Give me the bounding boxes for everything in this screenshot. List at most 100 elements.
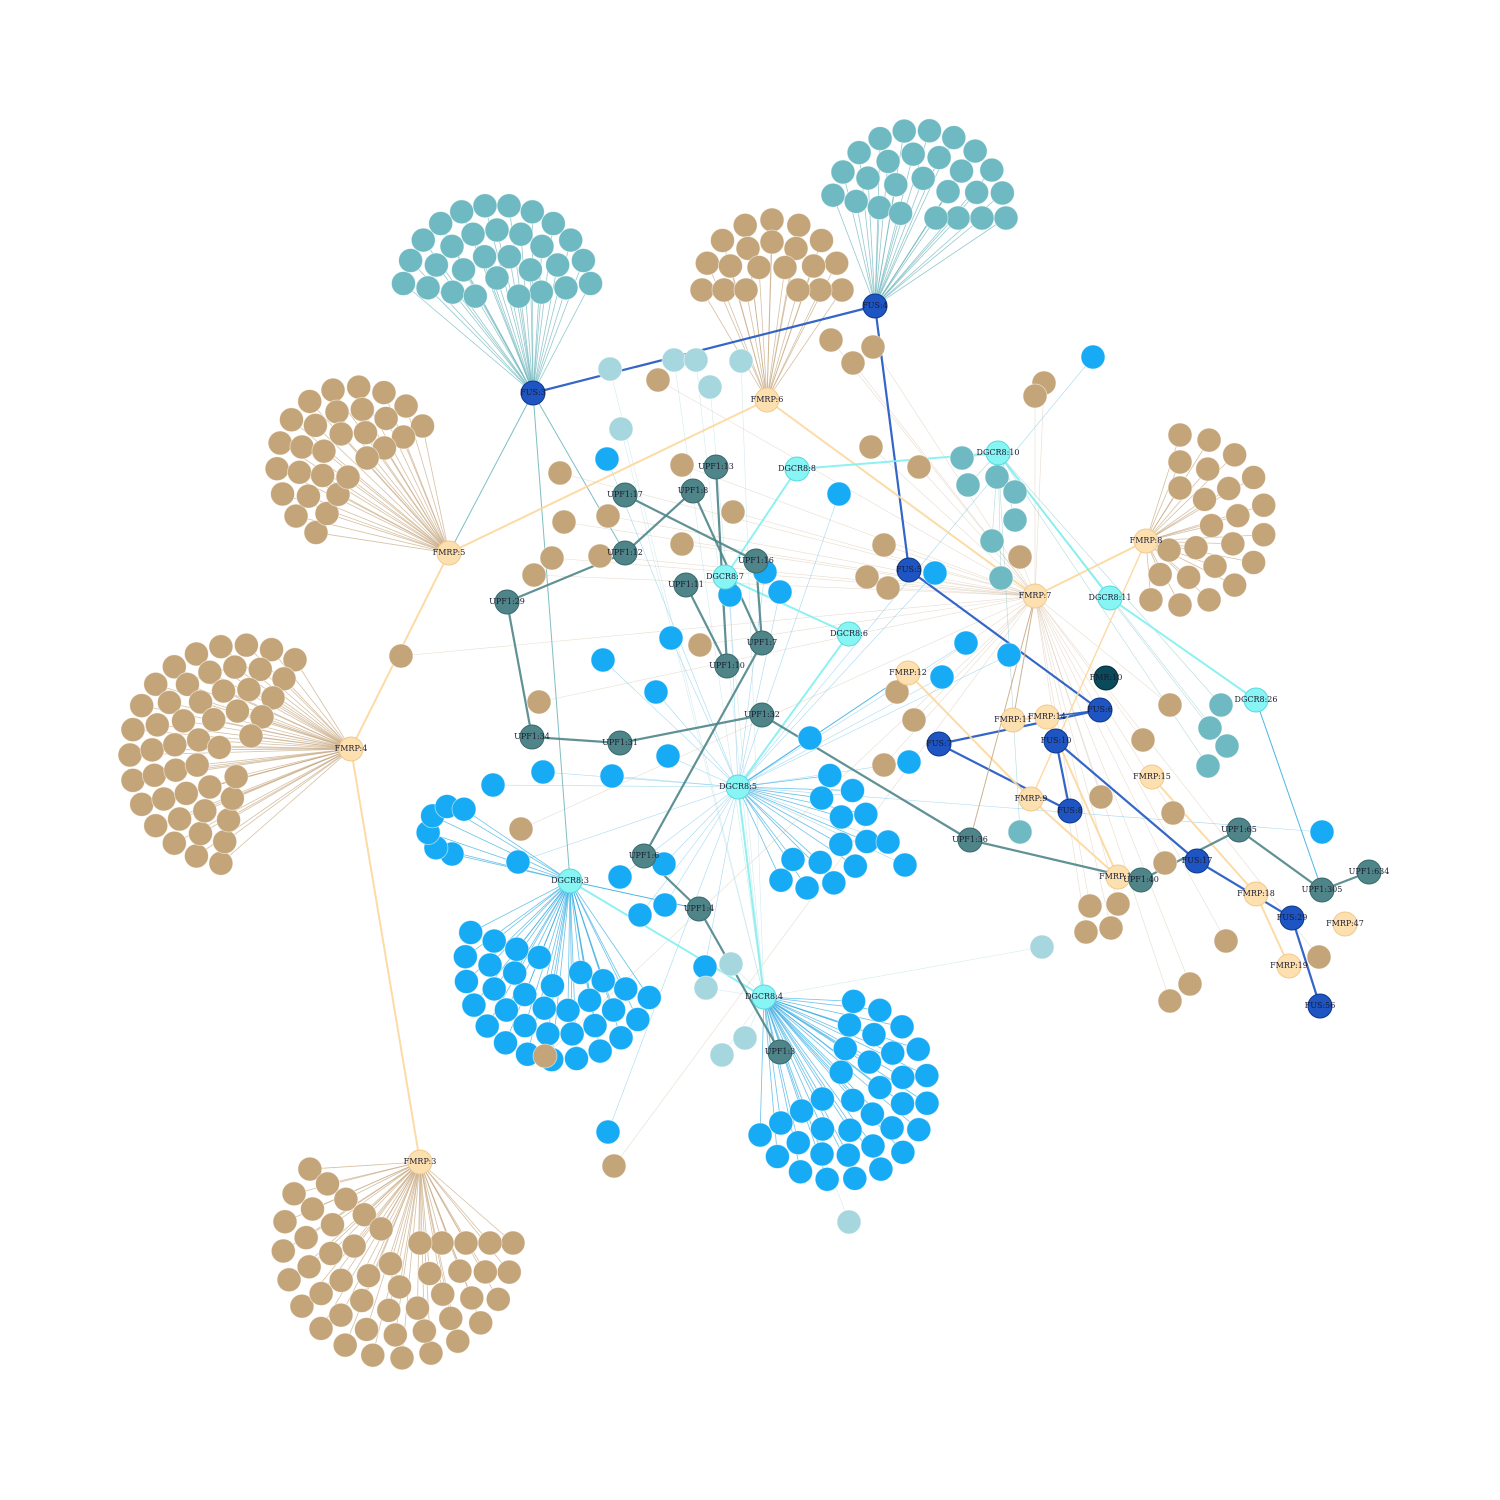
leaf-node[interactable] bbox=[328, 1267, 354, 1293]
leaf-node[interactable] bbox=[733, 277, 759, 303]
leaf-node[interactable] bbox=[810, 1116, 835, 1142]
leaf-node[interactable] bbox=[1077, 893, 1103, 919]
leaf-node[interactable] bbox=[867, 997, 893, 1023]
leaf-node[interactable] bbox=[553, 275, 579, 301]
leaf-node[interactable] bbox=[373, 406, 399, 431]
leaf-node[interactable] bbox=[271, 666, 297, 692]
leaf-node[interactable] bbox=[376, 1297, 402, 1323]
leaf-node[interactable] bbox=[341, 1233, 367, 1259]
leaf-node[interactable] bbox=[283, 503, 309, 529]
hub-node[interactable]: DGCR8:4 bbox=[745, 984, 783, 1010]
leaf-node[interactable] bbox=[558, 227, 584, 253]
hub-circle[interactable] bbox=[749, 702, 775, 728]
leaf-node[interactable] bbox=[993, 205, 1019, 231]
leaf-node[interactable] bbox=[809, 228, 834, 253]
leaf-node[interactable] bbox=[410, 413, 435, 439]
leaf-node[interactable] bbox=[451, 257, 476, 283]
hub-node[interactable]: FMRP:47 bbox=[1326, 911, 1364, 937]
leaf-node[interactable] bbox=[1241, 550, 1267, 575]
leaf-node[interactable] bbox=[890, 1139, 916, 1165]
leaf-node[interactable] bbox=[459, 1285, 485, 1311]
leaf-node[interactable] bbox=[129, 791, 155, 817]
hub-node[interactable]: FUS:8 bbox=[1057, 798, 1083, 824]
leaf-node[interactable] bbox=[328, 421, 354, 447]
leaf-node[interactable] bbox=[1160, 800, 1186, 826]
leaf-node[interactable] bbox=[493, 1030, 518, 1056]
leaf-node[interactable] bbox=[438, 1305, 464, 1331]
leaf-node[interactable] bbox=[889, 1014, 915, 1040]
hub-circle[interactable] bbox=[631, 843, 657, 869]
hub-node[interactable]: UPF1:29 bbox=[489, 589, 525, 615]
leaf-node[interactable] bbox=[429, 1230, 455, 1256]
hub-node[interactable]: FUS:56 bbox=[1305, 993, 1336, 1019]
leaf-node[interactable] bbox=[636, 985, 662, 1010]
leaf-node[interactable] bbox=[1002, 507, 1028, 533]
leaf-node[interactable] bbox=[861, 1022, 887, 1048]
leaf-node[interactable] bbox=[1007, 544, 1033, 570]
hub-circle[interactable] bbox=[519, 724, 545, 750]
leaf-node[interactable] bbox=[1195, 456, 1221, 482]
hub-circle[interactable] bbox=[673, 572, 699, 598]
leaf-node[interactable] bbox=[405, 1295, 430, 1321]
leaf-node[interactable] bbox=[840, 350, 866, 376]
leaf-node[interactable] bbox=[1220, 531, 1246, 557]
leaf-node[interactable] bbox=[836, 1209, 862, 1235]
leaf-node[interactable] bbox=[625, 1007, 651, 1032]
leaf-node[interactable] bbox=[555, 997, 581, 1023]
hub-circle[interactable] bbox=[1128, 867, 1154, 893]
leaf-node[interactable] bbox=[188, 821, 213, 847]
hub-circle[interactable] bbox=[767, 1039, 793, 1065]
leaf-node[interactable] bbox=[477, 1230, 503, 1256]
leaf-node[interactable] bbox=[391, 424, 416, 450]
leaf-node[interactable] bbox=[608, 416, 634, 442]
leaf-node[interactable] bbox=[818, 327, 844, 353]
leaf-node[interactable] bbox=[783, 236, 809, 261]
leaf-node[interactable] bbox=[236, 677, 262, 703]
leaf-node[interactable] bbox=[607, 864, 633, 890]
leaf-node[interactable] bbox=[1195, 753, 1221, 779]
leaf-node[interactable] bbox=[157, 690, 182, 715]
leaf-node[interactable] bbox=[445, 1328, 471, 1354]
leaf-node[interactable] bbox=[858, 434, 884, 460]
leaf-node[interactable] bbox=[917, 118, 942, 144]
leaf-node[interactable] bbox=[955, 472, 981, 498]
leaf-node[interactable] bbox=[545, 252, 571, 278]
leaf-node[interactable] bbox=[512, 982, 538, 1007]
leaf-node[interactable] bbox=[1029, 934, 1055, 960]
hub-circle[interactable] bbox=[338, 736, 364, 762]
hub-circle[interactable] bbox=[1034, 704, 1060, 730]
leaf-node[interactable] bbox=[888, 200, 914, 226]
leaf-node[interactable] bbox=[481, 928, 507, 954]
leaf-node[interactable] bbox=[281, 1181, 307, 1207]
hub-circle[interactable] bbox=[1279, 905, 1305, 931]
leaf-node[interactable] bbox=[669, 531, 695, 557]
leaf-node[interactable] bbox=[175, 672, 200, 697]
leaf-node[interactable] bbox=[453, 1230, 479, 1256]
hub-circle[interactable] bbox=[1000, 707, 1026, 733]
leaf-node[interactable] bbox=[875, 149, 901, 174]
hub-node[interactable]: UPF1:6 bbox=[629, 843, 660, 869]
hub-node[interactable]: FUS:17 bbox=[1182, 848, 1213, 874]
leaf-node[interactable] bbox=[843, 189, 869, 214]
leaf-node[interactable] bbox=[890, 1091, 915, 1117]
leaf-node[interactable] bbox=[789, 1098, 815, 1124]
leaf-node[interactable] bbox=[709, 1042, 735, 1068]
hub-circle[interactable] bbox=[754, 387, 780, 413]
leaf-node[interactable] bbox=[564, 1046, 589, 1071]
leaf-node[interactable] bbox=[276, 1267, 302, 1293]
leaf-node[interactable] bbox=[308, 1281, 334, 1306]
hub-circle[interactable] bbox=[612, 482, 638, 508]
hub-node[interactable]: UPF1:16 bbox=[738, 548, 774, 574]
hub-circle[interactable] bbox=[1307, 993, 1333, 1019]
leaf-node[interactable] bbox=[608, 1025, 634, 1051]
hub-node[interactable]: FUS:10 bbox=[1041, 728, 1072, 754]
leaf-node[interactable] bbox=[171, 708, 196, 734]
leaf-node[interactable] bbox=[411, 1318, 437, 1344]
leaf-node[interactable] bbox=[807, 850, 833, 875]
leaf-node[interactable] bbox=[785, 277, 811, 303]
leaf-node[interactable] bbox=[449, 199, 475, 225]
leaf-node[interactable] bbox=[1213, 928, 1239, 954]
hub-node[interactable]: FMRP:12 bbox=[889, 660, 927, 686]
leaf-node[interactable] bbox=[532, 1043, 558, 1069]
leaf-node[interactable] bbox=[535, 1021, 561, 1047]
